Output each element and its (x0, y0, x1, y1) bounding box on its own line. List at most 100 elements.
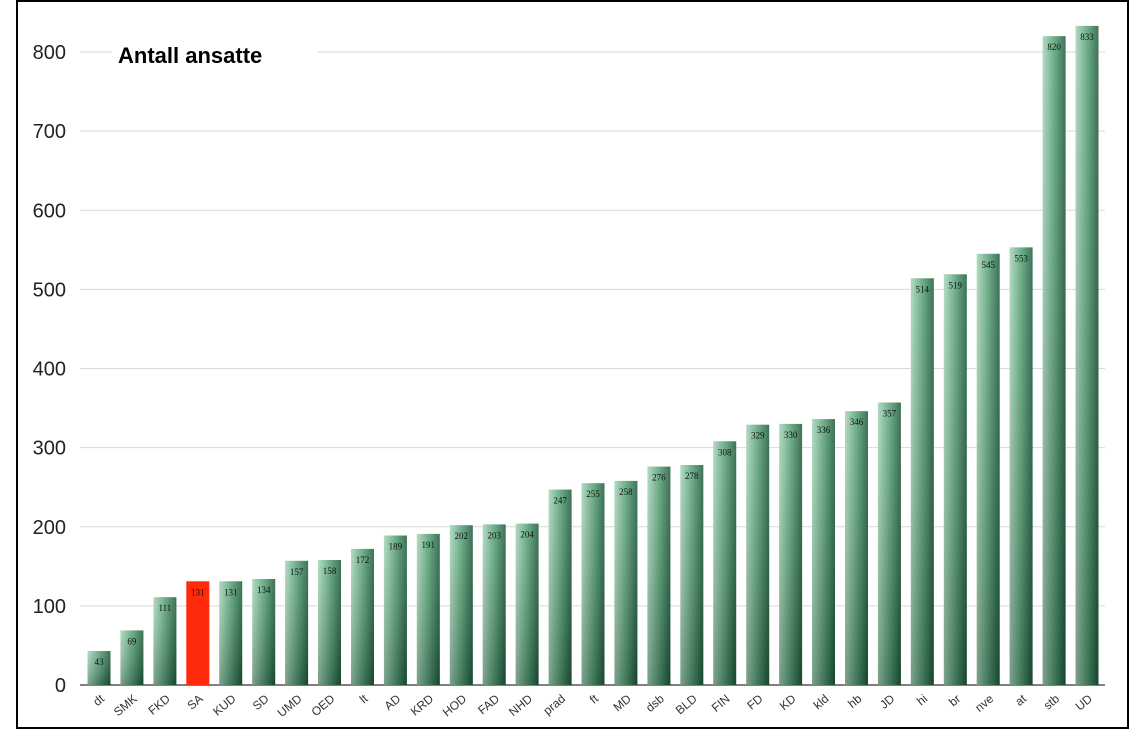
data-label: 43 (95, 657, 105, 667)
bar-shade (647, 466, 671, 685)
data-label: 202 (455, 531, 469, 541)
bar-shade (1075, 25, 1099, 685)
x-tick-label: prad (541, 692, 568, 718)
bar-shade (877, 402, 901, 685)
bar-shade (482, 524, 506, 685)
bar-shade (219, 581, 243, 685)
y-tick-label: 200 (33, 517, 66, 539)
x-axis-ticks: dt SMK FKD SA KUD SD UMD OED lt AD KRD HOD FAD NHD pra… (90, 691, 1095, 720)
title-background (112, 32, 317, 76)
data-label: 189 (389, 542, 403, 552)
bar-shade (812, 419, 835, 685)
x-tick-label: FAD (475, 691, 502, 717)
bar-shade (515, 523, 539, 685)
bar-shade (943, 274, 967, 685)
x-tick-label: br (946, 692, 963, 710)
data-label: 131 (224, 587, 238, 597)
x-tick-label: SA (184, 692, 205, 713)
bar-shade (351, 548, 374, 685)
data-label: 131 (191, 587, 205, 597)
data-label: 69 (127, 636, 137, 646)
bar-shade (383, 535, 407, 685)
x-tick-label: FKD (145, 691, 173, 717)
x-tick-label: NHD (506, 691, 535, 719)
bar-shade (976, 253, 1000, 686)
bar-shade (1042, 36, 1066, 685)
data-label: 833 (1080, 32, 1094, 42)
data-label: 545 (981, 260, 995, 270)
x-tick-label: SMK (111, 692, 140, 719)
x-tick-label: KD (777, 691, 799, 713)
data-label: 329 (751, 431, 765, 441)
x-tick-label: hb (845, 691, 864, 711)
data-label: 553 (1014, 253, 1028, 263)
bar-shade (680, 465, 704, 685)
x-tick-label: MD (611, 691, 635, 714)
x-tick-label: kld (811, 692, 832, 713)
y-tick-label: 300 (33, 438, 66, 460)
bar-shade (120, 630, 144, 685)
data-label: 191 (422, 540, 436, 550)
bar-shade (252, 579, 276, 685)
x-tick-label: SD (250, 691, 272, 713)
bar-shade (318, 560, 341, 685)
x-tick-label: KUD (210, 691, 239, 718)
x-tick-label: AD (382, 691, 404, 713)
y-tick-label: 100 (33, 596, 66, 618)
data-label: 258 (619, 487, 633, 497)
x-tick-label: UD (1073, 691, 1096, 713)
bar-shade (910, 278, 934, 685)
data-labels: 43 69 111 131 131 134 157 158 172 189 191 202 203 204… (95, 32, 1095, 667)
data-label: 278 (685, 471, 699, 481)
data-label: 519 (949, 280, 963, 290)
x-tick-label: at (1012, 691, 1029, 709)
bar-shade (416, 533, 440, 685)
x-tick-label: OED (309, 691, 338, 719)
data-label: 357 (883, 409, 897, 419)
y-tick-label: 400 (33, 359, 66, 381)
bar-shade (1009, 247, 1033, 685)
x-tick-label: stb (1041, 691, 1063, 712)
chart-title: Antall ansatte (118, 43, 262, 68)
x-tick-label: nve (972, 691, 996, 714)
y-tick-label: 0 (55, 675, 66, 697)
x-tick-label: dsb (643, 691, 667, 714)
x-tick-label: dt (90, 691, 107, 709)
y-axis-ticks: 0 100 200 300 400 500 600 700 800 (33, 42, 66, 697)
data-label: 255 (586, 489, 600, 499)
bar-shade (285, 560, 309, 685)
data-label: 308 (718, 447, 732, 457)
data-label: 157 (290, 567, 304, 577)
data-label: 158 (323, 566, 337, 576)
data-label: 204 (520, 530, 534, 540)
data-label: 514 (916, 284, 930, 294)
x-tick-label: lt (357, 691, 371, 706)
y-tick-label: 500 (33, 279, 66, 301)
data-label: 336 (817, 425, 831, 435)
x-tick-label: ft (587, 691, 602, 706)
bar-shade (449, 525, 473, 685)
data-label: 111 (158, 603, 171, 613)
bars (87, 25, 1099, 686)
x-tick-label: FD (744, 691, 766, 712)
data-label: 203 (487, 530, 501, 540)
bar-shade (548, 489, 572, 685)
bar-shade (713, 441, 737, 685)
data-label: 247 (553, 496, 567, 506)
data-label: 276 (652, 473, 666, 483)
bar-SA (186, 581, 210, 685)
y-tick-label: 700 (33, 121, 66, 143)
bar-shade (845, 411, 868, 685)
bar-shade (614, 480, 638, 685)
bar-shade (153, 597, 177, 685)
bar-shade (746, 424, 770, 685)
data-label: 134 (257, 585, 271, 595)
bar-shade (581, 483, 605, 685)
bar-shade (87, 651, 111, 685)
x-tick-label: UMD (275, 691, 305, 720)
y-tick-label: 800 (33, 42, 66, 64)
data-label: 820 (1047, 42, 1061, 52)
data-label: 330 (784, 430, 798, 440)
bar-shade (779, 423, 803, 685)
